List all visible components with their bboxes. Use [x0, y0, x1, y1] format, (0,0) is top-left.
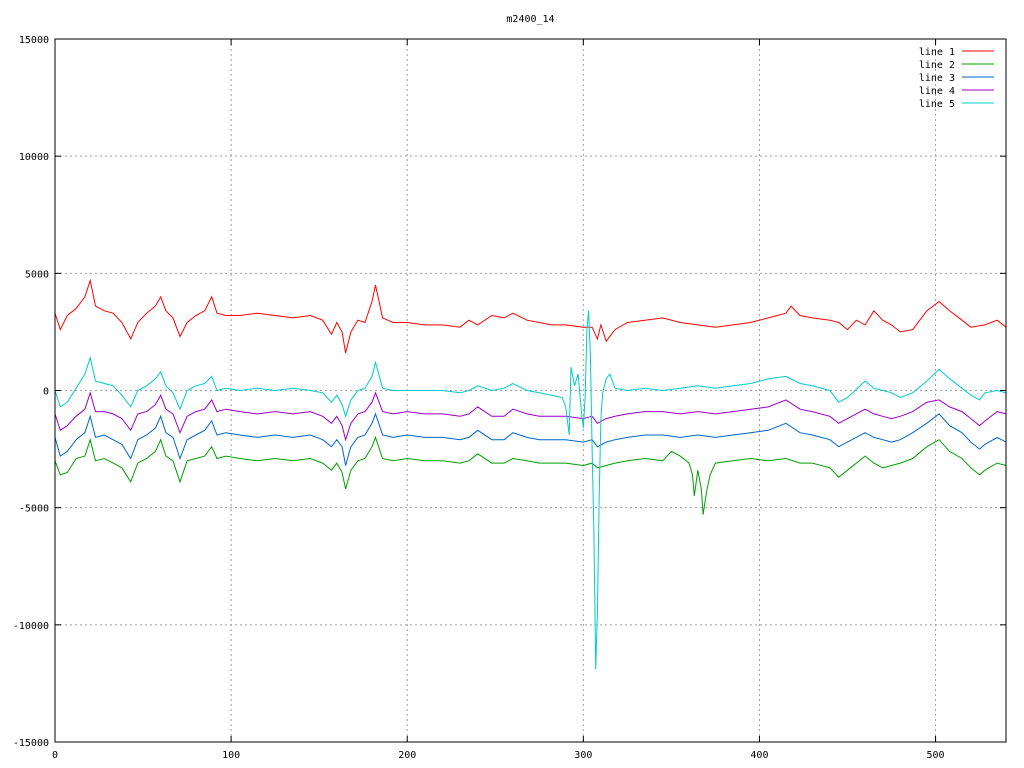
series-line-2 [54, 435, 1007, 515]
legend-label-5: line 5 [919, 99, 955, 110]
y-tick-label: -5000 [19, 504, 49, 515]
legend-label-4: line 4 [919, 86, 955, 97]
x-tick-label: 400 [750, 750, 768, 761]
series-line-5 [54, 310, 1007, 670]
x-tick-label: 100 [222, 750, 240, 761]
y-tick-label: 10000 [19, 152, 49, 163]
chart-title: m2400_14 [506, 14, 554, 25]
x-tick-label: 300 [574, 750, 592, 761]
series-line-1 [54, 278, 1007, 354]
legend-label-2: line 2 [919, 60, 955, 71]
y-tick-label: 0 [43, 387, 49, 398]
x-tick-label: 200 [398, 750, 416, 761]
series-line-3 [54, 412, 1007, 466]
y-tick-label: 5000 [25, 269, 49, 280]
grid [55, 39, 1006, 742]
series-line-4 [54, 391, 1007, 442]
x-tick-label: 0 [52, 750, 58, 761]
x-tick-label: 500 [927, 750, 945, 761]
y-tick-label: -15000 [13, 738, 49, 749]
y-tick-label: -10000 [13, 621, 49, 632]
y-tick-label: 15000 [19, 35, 49, 46]
legend: line 1 line 2 line 3 line 4 line 5 [919, 47, 994, 110]
tick-labels: 0 100 200 300 400 500 -15000 -10000 -5000 0 5000 10… [13, 35, 945, 761]
legend-label-1: line 1 [919, 47, 955, 58]
series-lines [54, 278, 1007, 670]
legend-label-3: line 3 [919, 73, 955, 84]
axis-ticks [54, 38, 1006, 743]
